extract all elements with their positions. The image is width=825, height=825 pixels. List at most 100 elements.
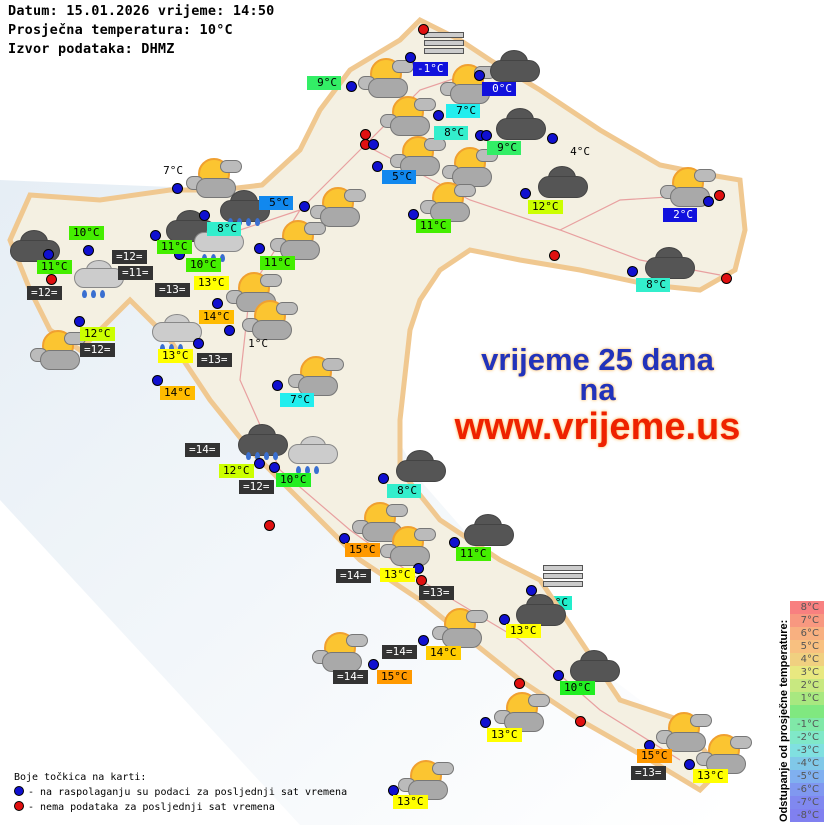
station-dot[interactable] [480,717,491,728]
station-dot[interactable] [368,139,379,150]
station-dot[interactable] [526,585,537,596]
station-dot[interactable] [408,209,419,220]
promo-line-1: vrijeme 25 dana [481,342,714,377]
station-dot[interactable] [346,81,357,92]
air-temperature-label: 10°C [69,226,104,240]
station-dot[interactable] [481,130,492,141]
station-dot[interactable] [339,533,350,544]
air-temperature-label: 12°C [80,327,115,341]
station-dot-missing[interactable] [416,575,427,586]
station-dot[interactable] [703,196,714,207]
scale-step: -5°C [790,770,824,783]
air-temperature-label: 4°C [570,145,590,158]
deviation-color-scale: 8°C 7°C 6°C 5°C 4°C 3°C 2°C 1°C -1°C -2°C -3°C -4°C… [790,601,824,822]
sea-temperature-label: =13= [155,283,190,297]
promo-banner[interactable]: vrijeme 25 dana na www.vrijeme.us [405,342,790,449]
station-dot-missing[interactable] [264,520,275,531]
air-temperature-label: -1°C [413,62,448,76]
station-dot-missing[interactable] [575,716,586,727]
station-dot[interactable] [172,183,183,194]
station-dot[interactable] [368,659,379,670]
station-dot[interactable] [372,161,383,172]
station-dot[interactable] [553,670,564,681]
partly-cloudy-icon [242,298,298,342]
station-dot-missing[interactable] [46,274,57,285]
partly-cloudy-icon [288,354,344,398]
scale-step: -6°C [790,783,824,796]
air-temperature-label: 1°C [248,337,268,350]
air-temperature-label: 10°C [276,473,311,487]
station-dot[interactable] [199,210,210,221]
air-temperature-label: 15°C [345,543,380,557]
air-temperature-label: 13°C [487,728,522,742]
station-dot[interactable] [299,201,310,212]
partly-cloudy-icon [432,606,488,650]
scale-step: -1°C [790,718,824,731]
deviation-scale-title: Odstupanje od prosječne temperature: [778,619,790,822]
station-dot[interactable] [150,230,161,241]
partly-cloudy-icon [660,165,716,209]
station-dot[interactable] [254,243,265,254]
partly-cloudy-icon [358,56,414,100]
promo-link[interactable]: www.vrijeme.us [454,406,741,448]
air-temperature-label: 13°C [158,349,193,363]
station-dot-missing[interactable] [721,273,732,284]
station-dot[interactable] [418,635,429,646]
air-temperature-label: 8°C [434,126,468,140]
overcast-cloud-icon [643,243,697,287]
station-dot-missing[interactable] [514,678,525,689]
station-dot[interactable] [405,52,416,63]
station-dot-missing[interactable] [549,250,560,261]
partly-cloudy-icon [380,524,436,568]
fog-icon [543,565,583,587]
sea-temperature-label: =13= [197,353,232,367]
station-dot[interactable] [272,380,283,391]
partly-cloudy-icon [656,710,712,754]
station-dot[interactable] [413,563,424,574]
station-dot-missing[interactable] [418,24,429,35]
air-temperature-label: 8°C [207,222,241,236]
legend-missing: - nema podataka za posljednji sat vremen… [28,802,275,813]
sea-temperature-label: =12= [112,250,147,264]
air-temperature-label: 11°C [37,260,72,274]
light-rain-cloud-icon [286,434,340,478]
station-dot[interactable] [520,188,531,199]
legend-available: - na raspolaganju su podaci za posljednj… [28,787,348,798]
station-dot[interactable] [627,266,638,277]
overcast-cloud-icon [494,104,548,148]
station-dot[interactable] [224,325,235,336]
overcast-cloud-icon [462,510,516,554]
station-dot[interactable] [254,458,265,469]
scale-step: -3°C [790,744,824,757]
station-dot[interactable] [83,245,94,256]
station-dot[interactable] [212,298,223,309]
station-dot[interactable] [152,375,163,386]
scale-step: -8°C [790,809,824,822]
air-temperature-label: 13°C [393,795,428,809]
partly-cloudy-icon [442,145,498,189]
partly-cloudy-icon [380,94,436,138]
scale-step [790,705,824,718]
station-dot[interactable] [74,316,85,327]
station-dot[interactable] [43,249,54,260]
station-dot[interactable] [378,473,389,484]
station-dot[interactable] [547,133,558,144]
light-rain-cloud-icon [150,312,204,356]
station-dot-missing[interactable] [714,190,725,201]
station-dot[interactable] [269,462,280,473]
station-dot[interactable] [433,110,444,121]
station-dot[interactable] [684,759,695,770]
station-dot[interactable] [499,614,510,625]
air-temperature-label: 11°C [157,240,192,254]
sea-temperature-label: =13= [419,586,454,600]
station-dot[interactable] [449,537,460,548]
scale-step: 4°C [790,653,824,666]
station-dot[interactable] [193,338,204,349]
partly-cloudy-icon [310,185,366,229]
overcast-cloud-icon [568,646,622,690]
air-temperature-label: 12°C [528,200,563,214]
air-temperature-label: 13°C [506,624,541,638]
air-temperature-label: 10°C [560,681,595,695]
station-dot[interactable] [474,70,485,81]
scale-step: 2°C [790,679,824,692]
